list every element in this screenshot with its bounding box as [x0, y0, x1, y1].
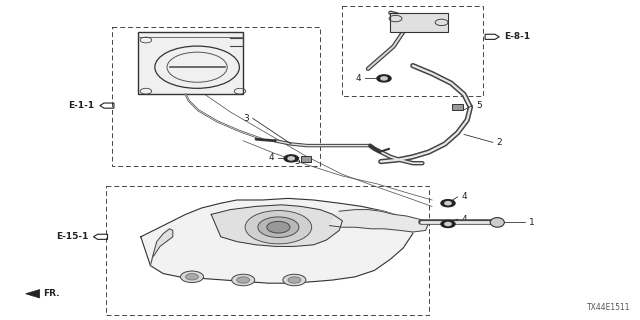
Circle shape: [283, 274, 306, 286]
Circle shape: [288, 277, 301, 283]
Ellipse shape: [490, 218, 504, 227]
Text: 5: 5: [294, 157, 300, 166]
Circle shape: [237, 277, 250, 283]
Bar: [342, 6, 483, 96]
Circle shape: [186, 274, 198, 280]
Text: 3: 3: [243, 114, 249, 123]
Polygon shape: [330, 210, 429, 232]
Circle shape: [180, 271, 204, 283]
Text: 1: 1: [529, 218, 534, 227]
Text: 4: 4: [461, 192, 467, 201]
Circle shape: [288, 157, 294, 160]
Text: 2: 2: [497, 138, 502, 147]
Bar: [301, 156, 311, 162]
Bar: [106, 186, 429, 315]
Polygon shape: [141, 198, 413, 283]
Text: 4: 4: [355, 74, 361, 83]
Circle shape: [441, 220, 455, 228]
Bar: [452, 104, 463, 110]
Circle shape: [284, 155, 298, 162]
Bar: [138, 32, 243, 94]
Circle shape: [441, 200, 455, 207]
Polygon shape: [150, 229, 173, 266]
Polygon shape: [211, 205, 342, 246]
Text: FR.: FR.: [44, 289, 60, 298]
Bar: [390, 13, 448, 32]
Text: E-1-1: E-1-1: [68, 101, 95, 110]
Circle shape: [232, 274, 255, 286]
Circle shape: [381, 77, 387, 80]
Text: 4: 4: [461, 215, 467, 224]
Polygon shape: [26, 290, 40, 298]
Text: E-15-1: E-15-1: [56, 232, 88, 241]
Circle shape: [245, 211, 312, 244]
Text: 4: 4: [269, 153, 275, 162]
Circle shape: [445, 222, 451, 226]
Text: 5: 5: [476, 101, 482, 110]
Circle shape: [267, 221, 290, 233]
Circle shape: [258, 217, 299, 237]
Bar: [112, 27, 320, 166]
Circle shape: [445, 202, 451, 205]
Circle shape: [377, 75, 391, 82]
Text: E-8-1: E-8-1: [504, 32, 530, 41]
Text: TX44E1511: TX44E1511: [587, 303, 630, 312]
